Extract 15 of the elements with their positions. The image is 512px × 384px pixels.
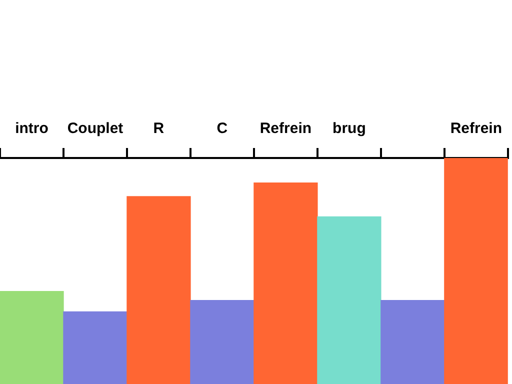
- x-tick-label: intro: [15, 120, 48, 138]
- x-tick-label: R: [153, 120, 164, 138]
- bar: [380, 300, 445, 384]
- x-tick-label: brug: [332, 120, 366, 138]
- x-tick-label: Couplet: [67, 120, 124, 138]
- bar: [126, 196, 191, 384]
- bar: [0, 291, 64, 384]
- bar: [254, 182, 318, 384]
- bar: [63, 311, 128, 384]
- bar: [190, 300, 254, 384]
- bar: [444, 158, 508, 384]
- x-tick-label: Refrein: [260, 120, 312, 138]
- bar: [317, 216, 382, 384]
- x-tick-label: C: [216, 120, 228, 138]
- x-tick-label: Refrein: [450, 120, 502, 138]
